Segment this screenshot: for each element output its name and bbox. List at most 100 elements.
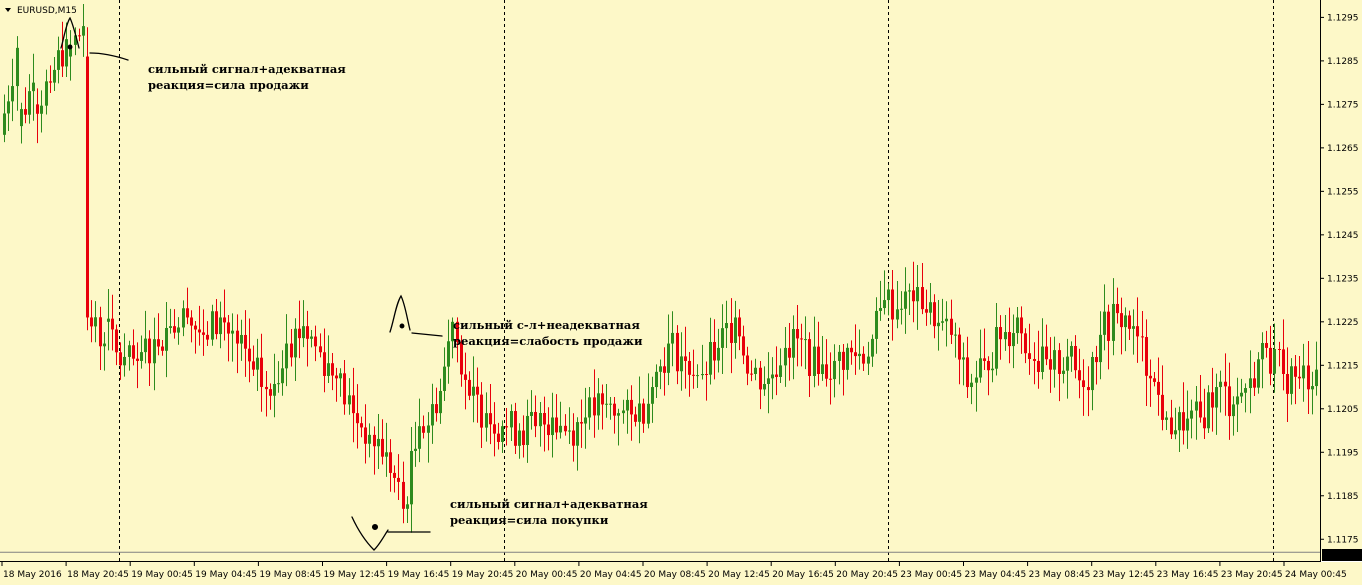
annotation-2-line2: реакция=слабость продажи bbox=[453, 334, 643, 348]
bear-candle bbox=[36, 88, 39, 144]
bull-candle bbox=[588, 387, 591, 430]
candle-body bbox=[954, 334, 957, 336]
price-tick-label: 1.1265 bbox=[1327, 144, 1359, 154]
candle-body bbox=[240, 334, 243, 344]
bull-candle bbox=[725, 300, 728, 349]
candle-body bbox=[817, 346, 820, 374]
candle-body bbox=[767, 378, 770, 384]
candle-body bbox=[1112, 303, 1115, 341]
bull-candle bbox=[368, 423, 371, 458]
bear-candle bbox=[290, 329, 293, 367]
candle-body bbox=[759, 367, 762, 390]
bull-candle bbox=[975, 360, 978, 412]
bear-candle bbox=[1211, 367, 1214, 432]
candle-body bbox=[364, 427, 367, 444]
candle-body bbox=[941, 321, 944, 323]
candle-body bbox=[260, 357, 263, 387]
bull-candle bbox=[838, 345, 841, 385]
candle-body bbox=[597, 393, 600, 416]
candle-body bbox=[1232, 404, 1235, 417]
bull-candle bbox=[530, 390, 533, 430]
candle-body bbox=[1286, 374, 1289, 394]
candle-body bbox=[373, 434, 376, 447]
bear-candle bbox=[352, 367, 355, 443]
candle-body bbox=[223, 317, 226, 323]
candle-body bbox=[925, 309, 928, 313]
candle-body bbox=[613, 403, 616, 416]
bull-candle bbox=[671, 311, 674, 367]
bull-candle bbox=[1215, 373, 1218, 435]
triangle-down-icon[interactable] bbox=[5, 8, 11, 12]
bear-candle bbox=[746, 346, 749, 386]
candle-body bbox=[1120, 313, 1123, 328]
candle-body bbox=[1215, 387, 1218, 408]
candle-body bbox=[1082, 380, 1085, 388]
bottom-trough-dot bbox=[371, 523, 379, 531]
bear-candle bbox=[1199, 374, 1202, 423]
bull-candle bbox=[281, 350, 284, 396]
bull-candle bbox=[900, 291, 903, 325]
bear-candle bbox=[692, 349, 695, 389]
candle-body bbox=[206, 334, 209, 340]
candle-body bbox=[327, 363, 330, 376]
candle-body bbox=[406, 504, 409, 509]
candle-body bbox=[771, 374, 774, 379]
candle-body bbox=[1078, 370, 1081, 381]
candle-body bbox=[813, 346, 816, 376]
bear-candle bbox=[713, 319, 716, 380]
bull-candle bbox=[701, 344, 704, 380]
bear-candle bbox=[534, 395, 537, 438]
candle-body bbox=[871, 338, 874, 357]
candle-body bbox=[314, 336, 317, 347]
bull-candle bbox=[339, 368, 342, 397]
candle-body bbox=[800, 338, 803, 340]
candle-body bbox=[912, 290, 915, 302]
top-peak-dot bbox=[67, 44, 73, 50]
bull-candle bbox=[74, 27, 77, 56]
candle-body bbox=[1004, 332, 1007, 340]
bear-candle bbox=[613, 396, 616, 434]
candle-body bbox=[547, 424, 550, 436]
bear-candle bbox=[983, 328, 986, 370]
candle-body bbox=[3, 113, 6, 135]
bear-candle bbox=[829, 352, 832, 405]
price-tick-label: 1.1235 bbox=[1327, 274, 1359, 284]
candle-body bbox=[779, 365, 782, 377]
candle-body bbox=[1253, 378, 1256, 388]
bull-candle bbox=[501, 420, 504, 454]
bear-candle bbox=[61, 21, 64, 78]
candle-body bbox=[111, 318, 114, 330]
candle-body bbox=[730, 323, 733, 343]
bear-candle bbox=[850, 340, 853, 365]
bear-candle bbox=[684, 326, 687, 389]
bull-candle bbox=[1195, 386, 1198, 440]
bear-candle bbox=[460, 335, 463, 387]
annotation-2-line1: сильный с-л+неадекватная bbox=[453, 318, 640, 332]
bull-candle bbox=[439, 378, 442, 424]
bull-candle bbox=[1249, 350, 1252, 414]
bull-candle bbox=[53, 56, 56, 91]
bear-candle bbox=[223, 289, 226, 341]
candle-body bbox=[879, 308, 882, 311]
bull-candle bbox=[1207, 385, 1210, 434]
candle-body bbox=[825, 364, 828, 379]
candle-body bbox=[49, 81, 52, 83]
bull-candle bbox=[153, 317, 156, 391]
bear-candle bbox=[1082, 359, 1085, 416]
symbol-header[interactable]: EURUSD,M15 bbox=[5, 6, 77, 16]
candle-body bbox=[1178, 412, 1181, 431]
candle-body bbox=[684, 356, 687, 361]
bull-candle bbox=[443, 347, 446, 401]
candle-body bbox=[605, 403, 608, 405]
candle-body bbox=[1103, 311, 1106, 335]
candle-body bbox=[165, 327, 168, 351]
time-tick-label: 20 May 04:45 bbox=[580, 570, 642, 580]
candle-body bbox=[609, 403, 612, 405]
bull-candle bbox=[451, 317, 454, 359]
bull-candle bbox=[377, 413, 380, 470]
bull-candle bbox=[348, 378, 351, 415]
bull-candle bbox=[767, 352, 770, 414]
bear-candle bbox=[663, 347, 666, 396]
candle-body bbox=[655, 371, 658, 388]
